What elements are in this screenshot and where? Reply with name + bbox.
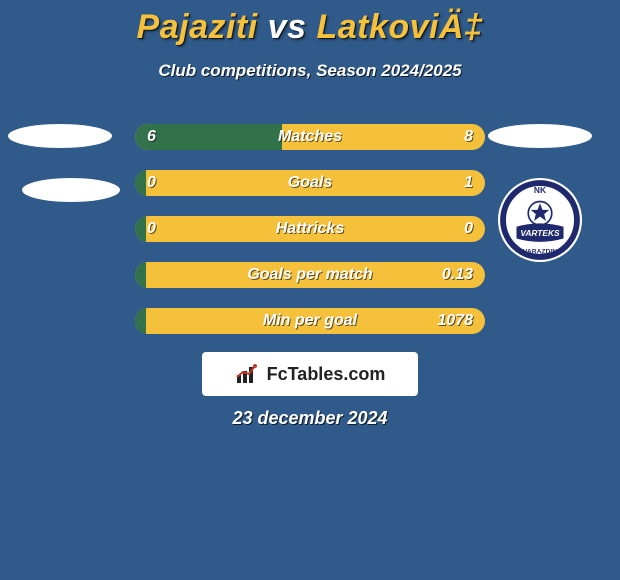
stat-value-right: 8 bbox=[464, 124, 473, 150]
stat-row: Goals per match0.13 bbox=[135, 262, 485, 288]
svg-text:VARAZDIN: VARAZDIN bbox=[523, 249, 557, 256]
svg-text:VARTEKS: VARTEKS bbox=[520, 228, 560, 238]
svg-text:NK: NK bbox=[534, 185, 546, 195]
comparison-card: Pajaziti vs LatkoviÄ‡ Club competitions,… bbox=[0, 0, 620, 580]
stat-name: Goals bbox=[135, 170, 485, 196]
title-player-right: LatkoviÄ‡ bbox=[316, 8, 483, 46]
stat-row: 6Matches8 bbox=[135, 124, 485, 150]
page-title: Pajaziti vs LatkoviÄ‡ bbox=[0, 0, 620, 47]
brand-box: FcTables.com bbox=[202, 352, 418, 396]
club-placeholder-left-2 bbox=[22, 178, 120, 202]
club-placeholder-right-1 bbox=[488, 124, 592, 148]
stat-row: 0Goals1 bbox=[135, 170, 485, 196]
stat-value-right: 1 bbox=[464, 170, 473, 196]
club-badge-right: NK VARAZDIN VARTEKS bbox=[498, 178, 582, 262]
stat-name: Matches bbox=[135, 124, 485, 150]
stat-value-right: 0 bbox=[464, 216, 473, 242]
date-text: 23 december 2024 bbox=[0, 408, 620, 429]
title-vs: vs bbox=[268, 8, 307, 46]
stat-value-right: 1078 bbox=[437, 308, 473, 334]
chart-icon bbox=[235, 363, 261, 385]
stat-value-right: 0.13 bbox=[442, 262, 473, 288]
stats-table: 6Matches80Goals10Hattricks0Goals per mat… bbox=[135, 124, 485, 354]
club-placeholder-left-1 bbox=[8, 124, 112, 148]
stat-name: Min per goal bbox=[135, 308, 485, 334]
brand-text: FcTables.com bbox=[267, 364, 386, 385]
stat-row: Min per goal1078 bbox=[135, 308, 485, 334]
title-player-left: Pajaziti bbox=[137, 8, 258, 46]
stat-name: Goals per match bbox=[135, 262, 485, 288]
stat-name: Hattricks bbox=[135, 216, 485, 242]
page-subtitle: Club competitions, Season 2024/2025 bbox=[0, 61, 620, 81]
stat-row: 0Hattricks0 bbox=[135, 216, 485, 242]
